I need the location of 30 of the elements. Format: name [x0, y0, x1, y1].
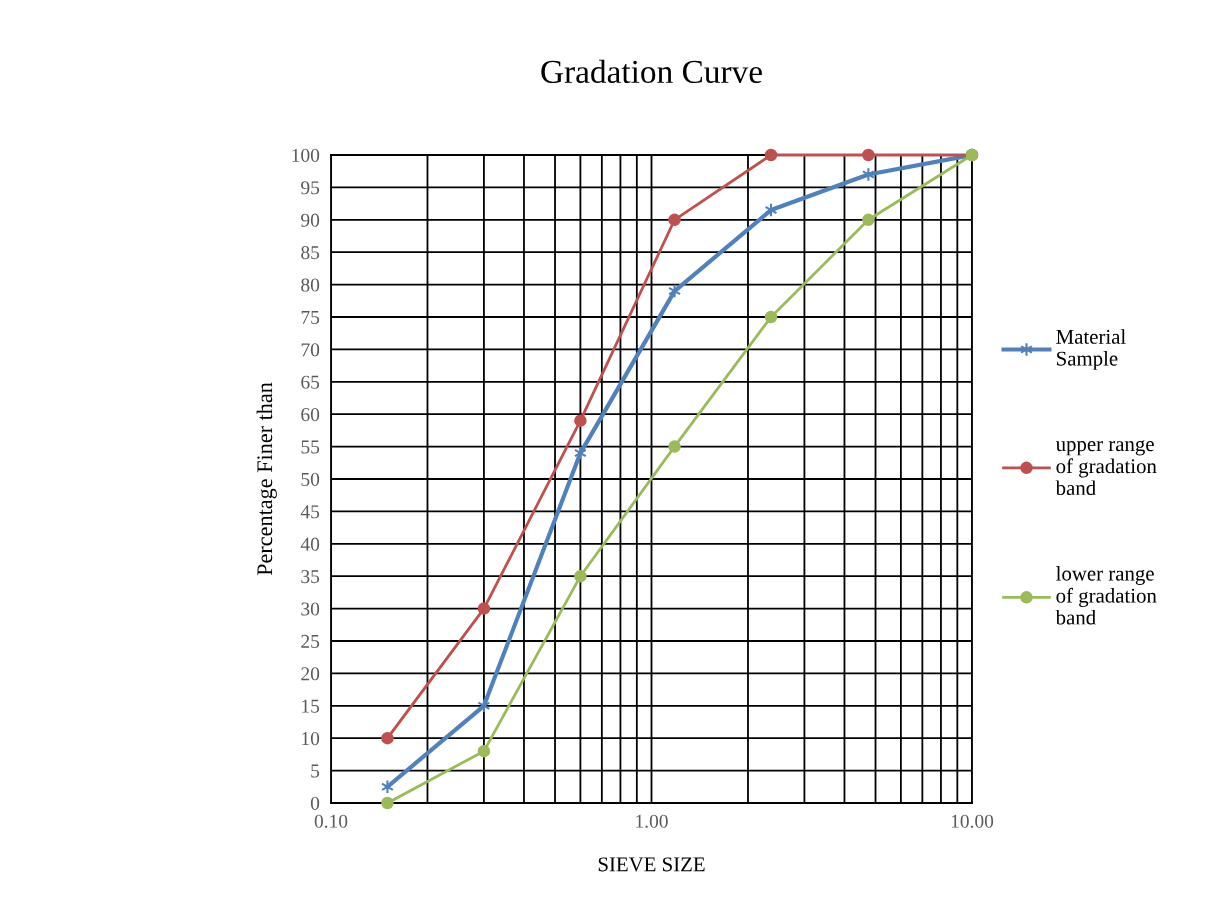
- y-tick-label: 80: [301, 278, 320, 292]
- legend-label: Material Sample: [1056, 329, 1126, 370]
- y-tick-label: 95: [301, 181, 320, 195]
- y-tick-label: 90: [301, 213, 320, 227]
- legend-label: upper range of gradation band: [1055, 440, 1157, 496]
- y-tick-label: 40: [300, 537, 320, 551]
- y-tick-label: 20: [301, 667, 320, 681]
- y-axis-title: Percentage Finer than: [256, 382, 277, 576]
- y-tick-label: 75: [301, 311, 320, 324]
- x-tick-label: 0.10: [314, 814, 348, 828]
- y-tick-label: 30: [301, 602, 320, 616]
- y-tick-label: 65: [301, 375, 320, 389]
- y-tick-label: 5: [311, 764, 320, 778]
- y-tick-label: 0: [310, 796, 320, 810]
- y-tick-label: 25: [301, 634, 320, 648]
- y-tick-label: 55: [301, 440, 320, 454]
- y-tick-label: 85: [301, 246, 320, 260]
- y-tick-label: 60: [301, 408, 320, 422]
- y-tick-label: 50: [301, 472, 320, 486]
- x-axis-title: SIEVE SIZE: [598, 857, 705, 872]
- x-tick-label: 10.00: [951, 814, 994, 828]
- chart-title: Gradation Curve: [541, 59, 762, 84]
- y-tick-label: 15: [302, 699, 320, 713]
- legend-label: lower range of gradation band: [1055, 565, 1157, 625]
- y-tick-label: 100: [292, 148, 320, 162]
- y-tick-label: 70: [301, 343, 320, 357]
- y-tick-label: 35: [301, 570, 320, 584]
- y-tick-label: 45: [300, 505, 320, 519]
- y-tick-label: 10: [302, 732, 320, 746]
- x-tick-label: 1.00: [636, 814, 668, 828]
